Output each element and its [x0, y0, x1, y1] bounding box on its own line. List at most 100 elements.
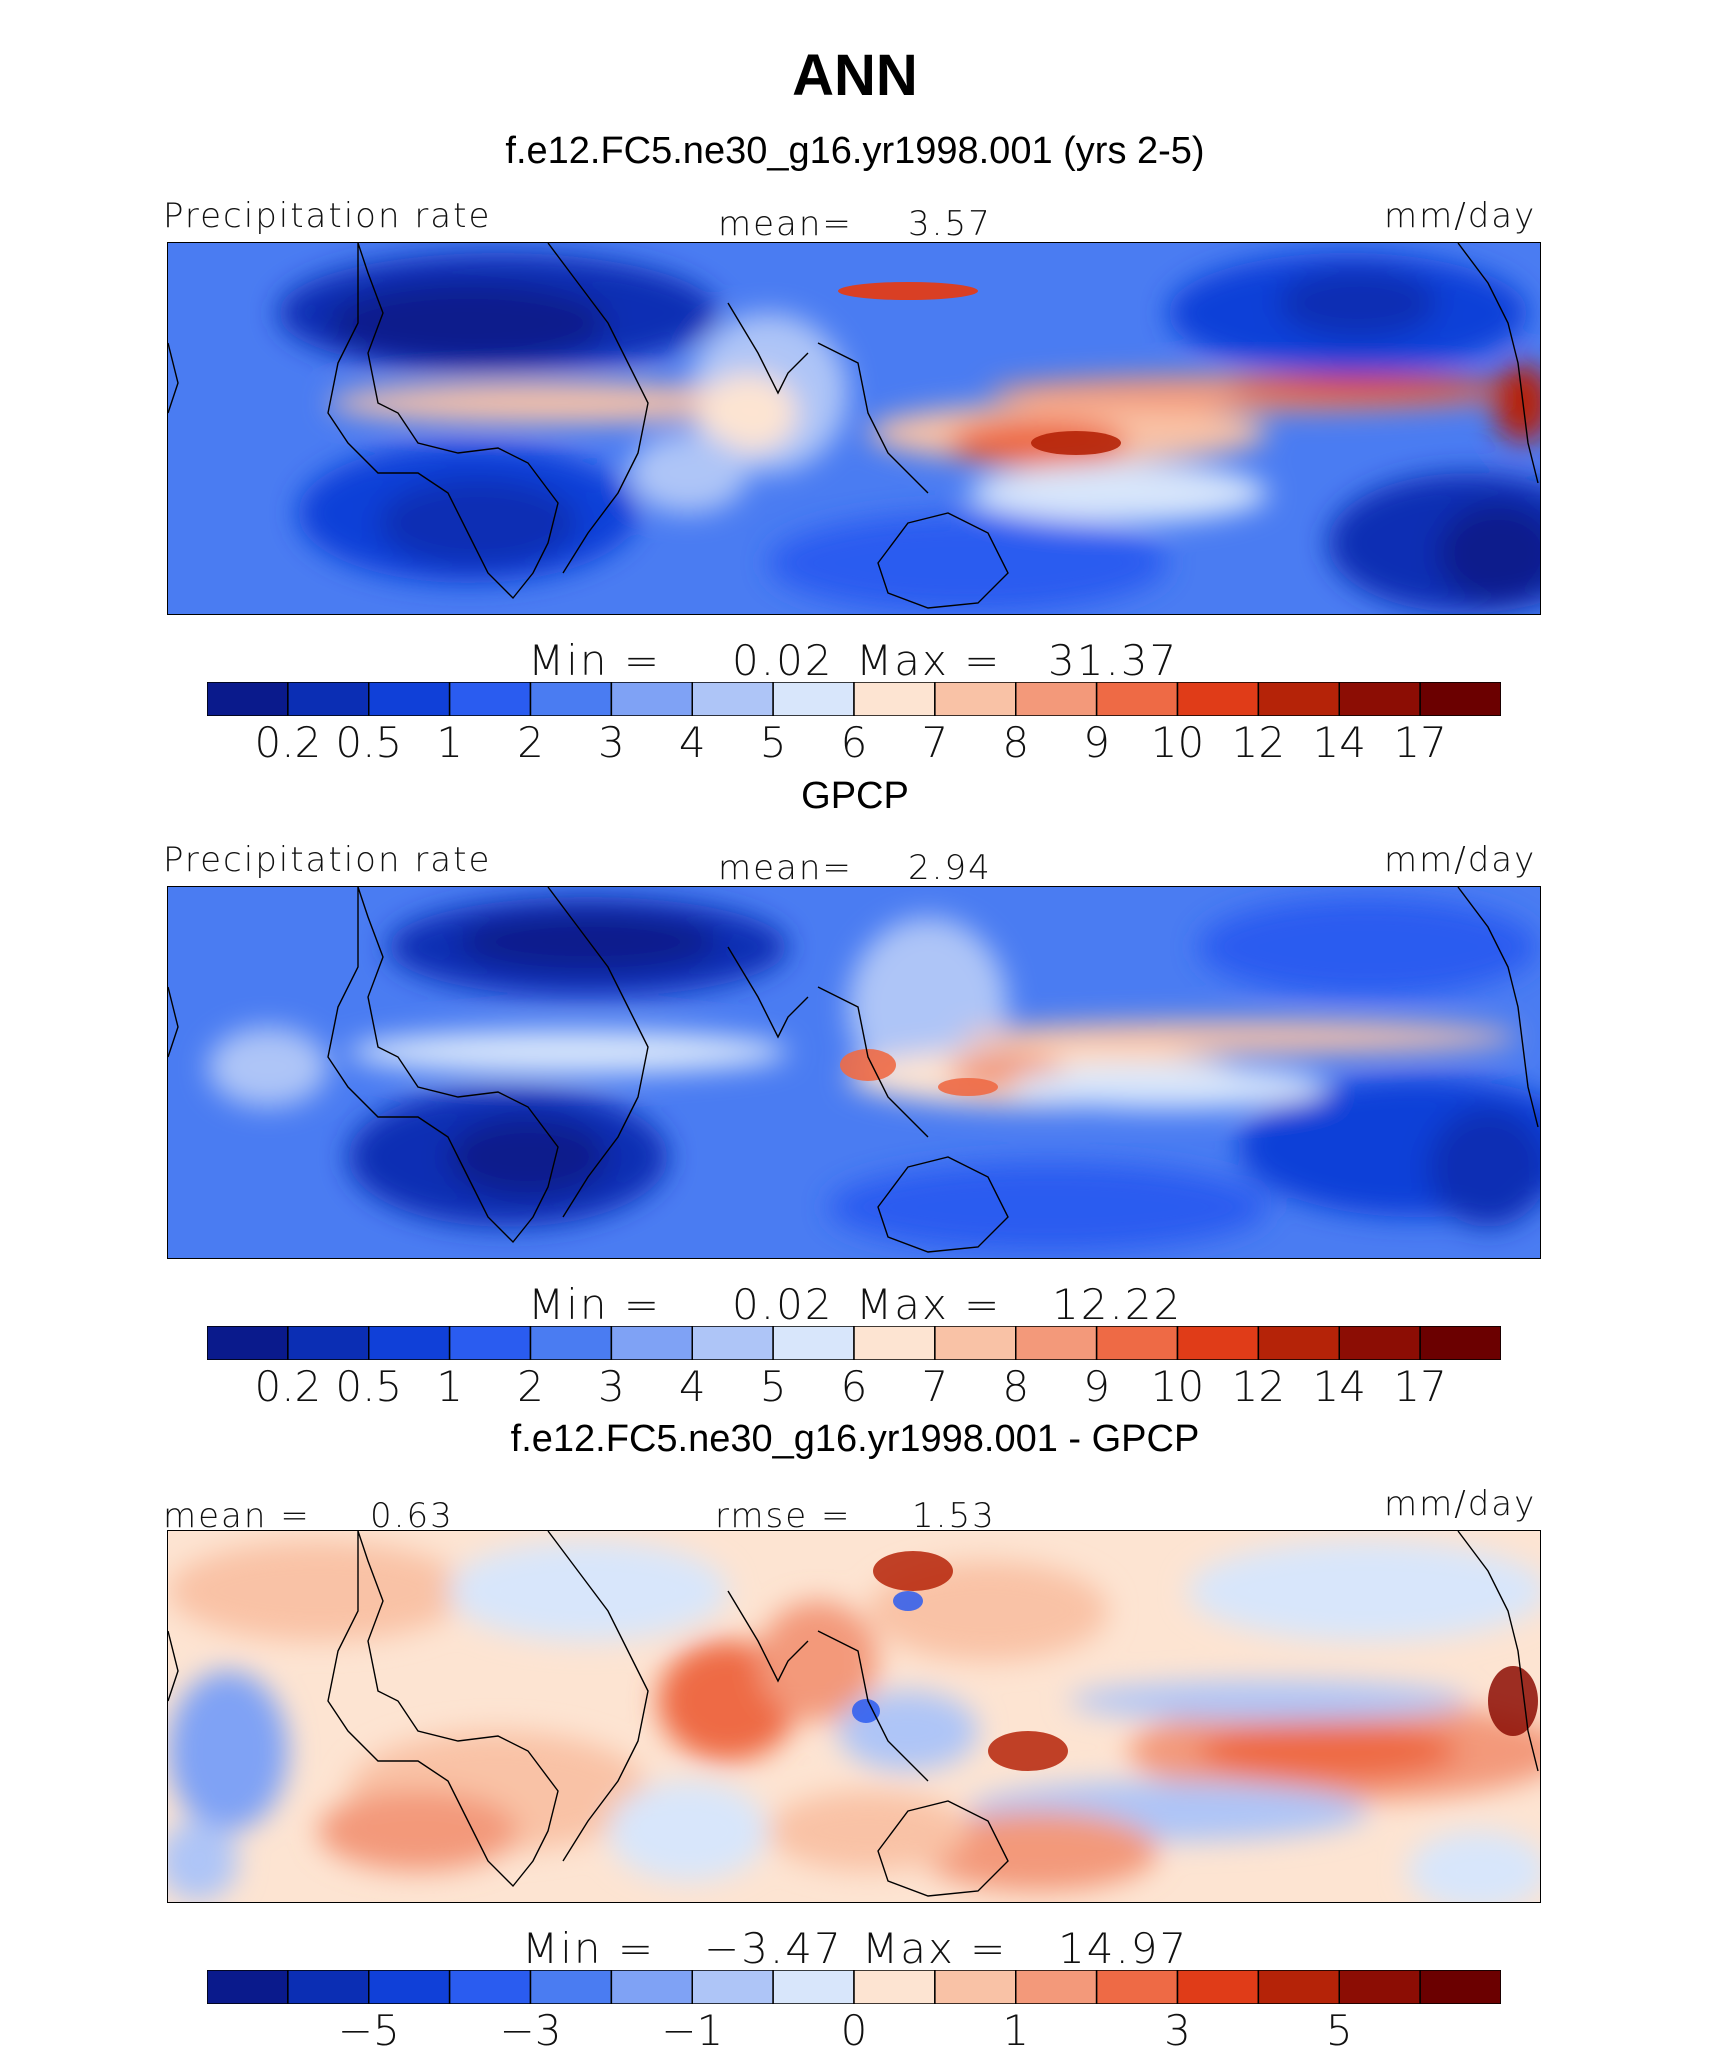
colorbar-tick-label: 4 — [678, 718, 706, 767]
colorbar-box — [1419, 682, 1501, 716]
colorbar-box — [1015, 1970, 1098, 2004]
panel2-variable-label: Precipitation rate — [163, 840, 492, 880]
colorbar-tick-label: 0.2 — [254, 718, 322, 767]
colorbar-box — [287, 682, 370, 716]
panel3-rmse-label: rmse = — [715, 1496, 852, 1536]
colorbar-tick-label: 0 — [840, 2006, 868, 2055]
colorbar-tick-label: 8 — [1002, 1362, 1030, 1411]
panel3-mean-label: mean = — [163, 1496, 311, 1536]
colorbar-box — [368, 1326, 451, 1360]
panel1-min-label: Min = — [528, 636, 662, 685]
colorbar-tick-label: 3 — [598, 718, 625, 767]
colorbar-box — [1257, 1970, 1340, 2004]
colorbar-tick-label: 7 — [921, 1362, 949, 1411]
colorbar-box — [610, 682, 693, 716]
colorbar-tick-label: 0.2 — [254, 1362, 322, 1411]
colorbar-tick-label: 4 — [678, 1362, 706, 1411]
colorbar-tick-label: 5 — [759, 1362, 787, 1411]
colorbar-box — [934, 1970, 1017, 2004]
colorbar-box — [691, 682, 774, 716]
colorbar-tick-label: 17 — [1393, 1362, 1447, 1411]
colorbar-tick-label: 14 — [1312, 1362, 1366, 1411]
colorbar-box — [610, 1326, 693, 1360]
colorbar-box — [772, 682, 855, 716]
panel2-units: mm/day — [1384, 840, 1537, 880]
panel3-map — [167, 1530, 1541, 1903]
panel3-units: mm/day — [1384, 1484, 1537, 1524]
colorbar-tick-label: 5 — [759, 718, 787, 767]
colorbar-tick-label: 3 — [1164, 2006, 1191, 2055]
panel1-min-value: 0.02 — [732, 636, 834, 685]
colorbar-box — [853, 682, 936, 716]
colorbar-box — [1338, 1326, 1421, 1360]
colorbar-tick-label: 6 — [840, 718, 868, 767]
colorbar-box — [1015, 1326, 1098, 1360]
colorbar-box — [448, 1326, 532, 1360]
colorbar-box — [772, 1326, 855, 1360]
colorbar-tick-label: 1 — [436, 1362, 463, 1411]
colorbar-tick-label: −3 — [499, 2006, 562, 2055]
panel2-map — [167, 886, 1541, 1259]
colorbar-box — [691, 1326, 774, 1360]
panel2-min-label: Min = — [528, 1280, 662, 1329]
colorbar-box — [1419, 1970, 1501, 2004]
colorbar-tick-label: 6 — [840, 1362, 868, 1411]
colorbar-box — [934, 682, 1017, 716]
colorbar-box — [772, 1970, 855, 2004]
panel3-max-value: 14.97 — [1058, 1924, 1189, 1973]
panel3-mean-value: 0.63 — [370, 1496, 454, 1536]
colorbar-box — [610, 1970, 693, 2004]
colorbar-tick-label: 2 — [517, 718, 544, 767]
colorbar-tick-label: 0.5 — [335, 718, 403, 767]
colorbar-box — [853, 1970, 936, 2004]
colorbar-box — [1176, 1970, 1260, 2004]
panel3-min-value: −3.47 — [704, 1924, 843, 1973]
panel1-units: mm/day — [1384, 196, 1537, 236]
panel1-map — [167, 242, 1541, 615]
colorbar-box — [448, 682, 532, 716]
colorbar-tick-label: 3 — [598, 1362, 625, 1411]
panel2-colorbar — [207, 1326, 1501, 1360]
colorbar-box — [368, 682, 451, 716]
panel3-colorbar — [207, 1970, 1501, 2004]
panel2-title: GPCP — [801, 775, 909, 817]
colorbar-box — [207, 682, 289, 716]
panel2-min-value: 0.02 — [732, 1280, 834, 1329]
colorbar-tick-label: 9 — [1083, 1362, 1110, 1411]
panel1-max-value: 31.37 — [1048, 636, 1179, 685]
colorbar-tick-label: 10 — [1150, 1362, 1205, 1411]
colorbar-box — [1176, 682, 1260, 716]
panel1-mean-label: mean= — [718, 204, 853, 244]
colorbar-box — [1176, 1326, 1260, 1360]
colorbar-tick-label: 2 — [517, 1362, 544, 1411]
panel1-colorbar — [207, 682, 1501, 716]
colorbar-box — [1257, 682, 1340, 716]
colorbar-box — [691, 1970, 774, 2004]
colorbar-box — [287, 1326, 370, 1360]
colorbar-tick-label: 10 — [1150, 718, 1205, 767]
colorbar-box — [529, 1970, 613, 2004]
colorbar-box — [207, 1970, 289, 2004]
colorbar-box — [529, 682, 613, 716]
colorbar-box — [1015, 682, 1098, 716]
colorbar-tick-label: 1 — [1002, 2006, 1030, 2055]
panel2-max-label: Max = — [856, 1280, 1002, 1329]
colorbar-tick-label: 5 — [1325, 2006, 1353, 2055]
colorbar-tick-label: 9 — [1083, 718, 1110, 767]
colorbar-tick-label: 14 — [1312, 718, 1366, 767]
colorbar-box — [1095, 682, 1179, 716]
panel3-min-label: Min = — [522, 1924, 656, 1973]
panel2-max-value: 12.22 — [1052, 1280, 1183, 1329]
colorbar-box — [853, 1326, 936, 1360]
panel1-max-label: Max = — [856, 636, 1002, 685]
colorbar-tick-label: 0.5 — [335, 1362, 403, 1411]
colorbar-tick-label: −5 — [337, 2006, 400, 2055]
colorbar-box — [207, 1326, 289, 1360]
panel2-mean-label: mean= — [718, 848, 853, 888]
panel3-rmse-value: 1.53 — [912, 1496, 996, 1536]
colorbar-box — [368, 1970, 451, 2004]
colorbar-box — [1338, 1970, 1421, 2004]
colorbar-tick-label: 8 — [1002, 718, 1030, 767]
colorbar-box — [1419, 1326, 1501, 1360]
colorbar-box — [448, 1970, 532, 2004]
